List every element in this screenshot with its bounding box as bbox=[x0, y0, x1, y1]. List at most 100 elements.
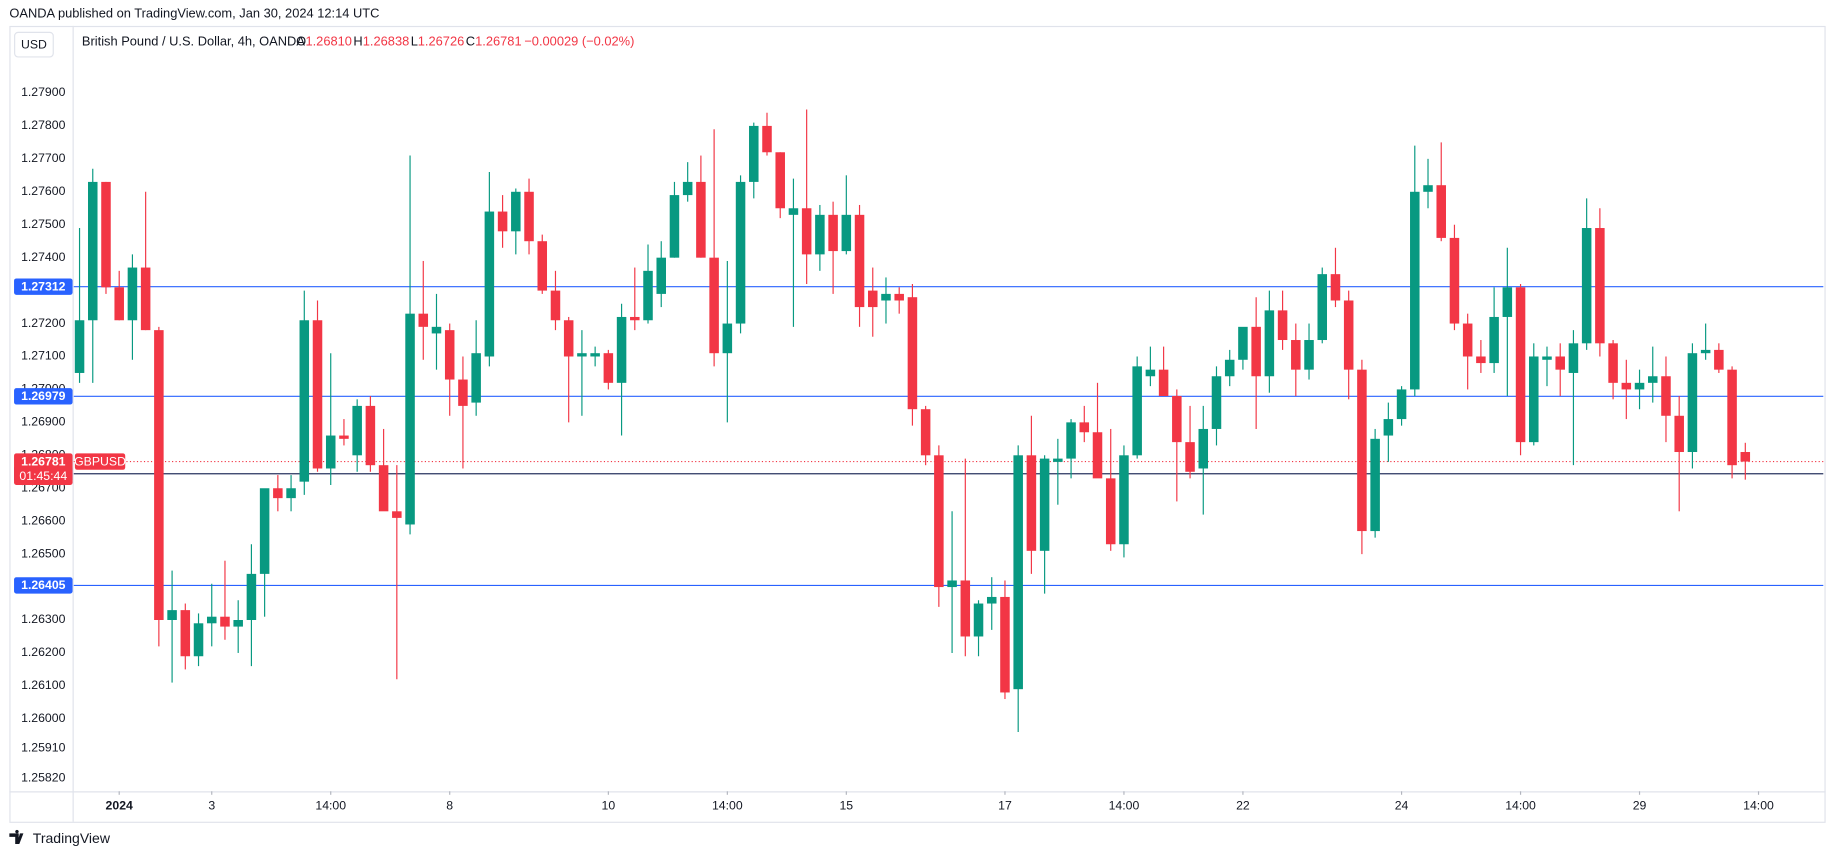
candle-body bbox=[220, 616, 230, 627]
footer-brand: TradingView bbox=[33, 830, 111, 846]
x-tick-label: 2024 bbox=[106, 799, 133, 813]
legend-h-label: H bbox=[353, 34, 362, 49]
candle-body bbox=[1700, 349, 1711, 354]
candle-body bbox=[405, 313, 415, 525]
candle-body bbox=[696, 181, 706, 258]
candle-body bbox=[167, 610, 177, 621]
level-label: 1.26979 bbox=[21, 389, 66, 403]
candle-body bbox=[1581, 228, 1592, 344]
candle-body bbox=[246, 573, 257, 621]
candle-body bbox=[286, 488, 296, 499]
candle-body bbox=[1264, 310, 1275, 377]
y-tick-label: 1.25820 bbox=[21, 770, 66, 784]
candle-body bbox=[1053, 458, 1063, 462]
countdown-label: 01:45:44 bbox=[19, 469, 67, 483]
candle-body bbox=[1568, 343, 1579, 373]
candle-body bbox=[934, 455, 944, 588]
candle-body bbox=[1119, 455, 1129, 545]
legend-high: 1.26838 bbox=[363, 34, 409, 49]
candle-body bbox=[1436, 185, 1446, 238]
candle-body bbox=[1343, 300, 1354, 370]
level-label: 1.27312 bbox=[21, 279, 66, 293]
candle-body bbox=[1396, 389, 1407, 420]
currency-button[interactable] bbox=[14, 31, 54, 58]
candle-body bbox=[1410, 191, 1420, 390]
candle-body bbox=[1291, 340, 1301, 370]
chart-frame bbox=[9, 25, 1826, 823]
candle-body bbox=[1198, 428, 1209, 469]
symbol-label: GBPUSD bbox=[74, 454, 126, 468]
currency-label: USD bbox=[21, 37, 47, 51]
candle-body bbox=[603, 353, 614, 383]
candle-body bbox=[339, 435, 349, 439]
candle-body bbox=[1661, 376, 1671, 416]
level-label-box bbox=[14, 278, 73, 295]
candle-body bbox=[1476, 356, 1486, 364]
x-tick-label: 17 bbox=[998, 799, 1012, 813]
chart-title: British Pound / U.S. Dollar, 4h, OANDA bbox=[82, 34, 305, 49]
candle-body bbox=[590, 353, 600, 357]
legend-change: −0.00029 (−0.02%) bbox=[524, 34, 634, 49]
candle-body bbox=[973, 603, 984, 637]
x-tick-label: 22 bbox=[1236, 799, 1250, 813]
candle-body bbox=[312, 320, 323, 469]
y-tick-label: 1.25910 bbox=[21, 741, 66, 755]
candle-body bbox=[1515, 287, 1526, 443]
candle-body bbox=[431, 326, 442, 334]
candle-body bbox=[193, 623, 204, 657]
candle-body bbox=[828, 214, 838, 252]
candle-body bbox=[1647, 376, 1658, 383]
published-note: OANDA published on TradingView.com, Jan … bbox=[9, 6, 379, 21]
candle-body bbox=[1595, 228, 1605, 344]
candle-body bbox=[484, 211, 495, 357]
candle-body bbox=[709, 257, 719, 354]
candle-body bbox=[365, 405, 376, 466]
candle-body bbox=[616, 316, 627, 383]
candle-body bbox=[801, 208, 812, 255]
candle-body bbox=[101, 181, 111, 288]
candle-body bbox=[497, 211, 508, 232]
candle-body bbox=[1634, 382, 1645, 390]
y-tick-label: 1.27700 bbox=[21, 151, 66, 165]
candle-body bbox=[1449, 237, 1460, 324]
candle-body bbox=[524, 191, 534, 242]
candle-body bbox=[1608, 343, 1618, 383]
candle-body bbox=[74, 320, 85, 373]
candle-body bbox=[233, 620, 243, 627]
candle-body bbox=[643, 270, 653, 321]
candle-body bbox=[762, 125, 772, 153]
candle-body bbox=[1277, 310, 1288, 341]
legend-o-label: O bbox=[296, 34, 306, 49]
candle-body bbox=[1039, 458, 1050, 551]
candle-body bbox=[88, 181, 98, 321]
candle-body bbox=[1079, 422, 1090, 433]
x-tick-label: 29 bbox=[1633, 799, 1647, 813]
candle-body bbox=[273, 488, 283, 499]
candle-body bbox=[1172, 396, 1182, 443]
y-tick-label: 1.27800 bbox=[21, 118, 66, 132]
candle-body bbox=[986, 596, 997, 604]
legend-l-label: L bbox=[411, 34, 418, 49]
y-tick-label: 1.26100 bbox=[21, 678, 66, 692]
x-tick-label: 14:00 bbox=[315, 799, 346, 813]
candle-body bbox=[960, 580, 971, 637]
legend-low: 1.26726 bbox=[418, 34, 464, 49]
candle-body bbox=[1317, 274, 1328, 341]
candle-body bbox=[1105, 478, 1116, 545]
candle-body bbox=[206, 616, 217, 624]
legend-open: 1.26810 bbox=[305, 34, 351, 49]
candle-body bbox=[1224, 359, 1235, 377]
candle-body bbox=[180, 610, 191, 657]
candle-body bbox=[577, 353, 587, 357]
y-tick-label: 1.26600 bbox=[21, 513, 66, 527]
candle-body bbox=[1370, 438, 1380, 532]
last-price-label: 1.26781 bbox=[21, 454, 66, 468]
candle-body bbox=[894, 293, 904, 301]
candle-body bbox=[299, 320, 310, 482]
candle-body bbox=[630, 316, 640, 321]
candle-body bbox=[1714, 349, 1724, 370]
candle-body bbox=[1211, 376, 1222, 429]
candle-body bbox=[444, 330, 455, 380]
candle-body bbox=[1158, 369, 1169, 397]
